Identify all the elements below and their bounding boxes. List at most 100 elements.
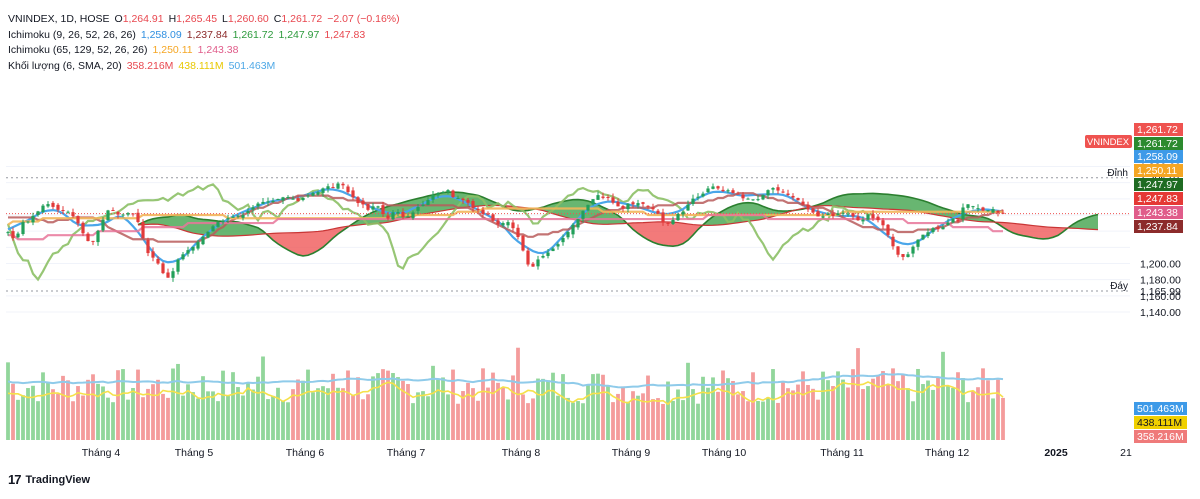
candle-down xyxy=(876,216,880,221)
volume-bar xyxy=(136,369,140,440)
legend-ichimoku-2-row[interactable]: Ichimoku (65, 129, 52, 26, 26) 1,250.11 … xyxy=(8,43,400,59)
candle-up xyxy=(246,210,250,213)
volume-bar xyxy=(676,389,680,440)
candle-down xyxy=(811,208,815,213)
legend-volume-row[interactable]: Khối lượng (6, SMA, 20) 358.216M 438.111… xyxy=(8,59,400,75)
price-tick-label: 1,200.00 xyxy=(1140,259,1181,271)
candle-down xyxy=(731,190,735,194)
volume-bar xyxy=(681,400,685,440)
span-a-line xyxy=(137,191,1099,257)
volume-bar xyxy=(76,386,80,440)
candle-up xyxy=(911,246,915,254)
volume-bar xyxy=(831,386,835,440)
volume-bar xyxy=(691,389,695,440)
volume-bar xyxy=(996,379,1000,440)
volume-bar xyxy=(396,377,400,440)
volume-bar xyxy=(376,373,380,440)
price-tag-symbol: VNINDEX xyxy=(1087,137,1130,148)
time-tick-label: Tháng 11 xyxy=(820,447,864,459)
candle-up xyxy=(931,228,935,233)
volume-bar xyxy=(806,384,810,440)
candle-down xyxy=(886,224,890,235)
candle-down xyxy=(76,216,80,224)
volume-bar xyxy=(421,391,425,440)
candle-down xyxy=(86,233,90,242)
legend-low: 1,260.60 xyxy=(227,13,269,25)
candle-up xyxy=(986,210,990,212)
candle-up xyxy=(756,199,760,201)
candle-up xyxy=(211,226,215,232)
candle-down xyxy=(341,183,345,186)
candle-up xyxy=(561,237,565,243)
candle-down xyxy=(491,214,495,221)
candle-up xyxy=(426,200,430,206)
volume-bar xyxy=(661,403,665,440)
volume-bar xyxy=(606,386,610,440)
candle-down xyxy=(71,212,75,217)
legend-close-label: C xyxy=(273,13,282,25)
volume-bar xyxy=(861,389,865,440)
tradingview-name: TradingView xyxy=(25,473,91,486)
candle-up xyxy=(196,241,200,249)
tradingview-brand[interactable]: 17 TradingView xyxy=(8,472,90,487)
price-tag-bg xyxy=(1134,150,1183,163)
volume-bar xyxy=(916,368,920,440)
candle-up xyxy=(866,214,870,220)
volume-bar xyxy=(811,388,815,440)
candle-down xyxy=(146,239,150,254)
volume-bar xyxy=(36,401,40,440)
legend-volume-ma2: 501.463M xyxy=(228,59,276,72)
time-tick-label: Tháng 5 xyxy=(175,447,214,459)
volume-bar xyxy=(956,372,960,440)
candle-down xyxy=(521,235,525,251)
volume-bars xyxy=(6,347,1005,440)
legend-ichimoku-1-span-a: 1,247.97 xyxy=(278,28,320,41)
candle-up xyxy=(696,196,700,198)
volume-bar xyxy=(41,372,45,440)
candle-up xyxy=(391,212,395,220)
annotation-value: 1,165.99 xyxy=(1140,286,1181,298)
candle-up xyxy=(106,210,110,221)
candle-up xyxy=(706,188,710,193)
candle-down xyxy=(741,194,745,199)
volume-bar xyxy=(521,394,525,440)
volume-bar xyxy=(1001,397,1005,440)
candle-down xyxy=(776,187,780,191)
candle-up xyxy=(371,206,375,210)
volume-bar xyxy=(306,369,310,440)
volume-bar xyxy=(151,384,155,440)
candle-down xyxy=(786,193,790,195)
time-axis: Tháng 4 Tháng 5 Tháng 6 Tháng 7 Tháng 8 Tháng… xyxy=(82,447,1132,459)
candle-up xyxy=(256,203,260,207)
volume-bar xyxy=(731,380,735,440)
candle-down xyxy=(516,227,520,238)
cloud-bullish-segment xyxy=(813,193,998,224)
volume-bar xyxy=(406,384,410,440)
candle-down xyxy=(641,202,645,204)
candle-down xyxy=(646,205,650,207)
candle-up xyxy=(321,188,325,193)
candle-up xyxy=(186,250,190,254)
candle-up xyxy=(16,233,20,238)
volume-bar xyxy=(671,400,675,440)
candle-down xyxy=(896,246,900,255)
candle-up xyxy=(446,190,450,193)
volume-bar xyxy=(801,371,805,440)
candle-down xyxy=(806,204,810,210)
volume-bar xyxy=(726,378,730,440)
cloud-bearish-segment xyxy=(268,223,353,256)
candle-up xyxy=(541,256,545,258)
price-tag-bg xyxy=(1134,137,1183,150)
legend-volume-sma: 438.111M xyxy=(178,59,224,72)
volume-bar xyxy=(441,377,445,440)
candle-up xyxy=(751,199,755,201)
candle-down xyxy=(386,215,390,219)
legend-open: 1,264.91 xyxy=(122,13,164,25)
legend-ichimoku-1-row[interactable]: Ichimoku (9, 26, 52, 26, 26) 1,258.09 1,… xyxy=(8,28,400,44)
candle-down xyxy=(346,186,350,193)
candle-up xyxy=(676,213,680,221)
volume-bar xyxy=(461,391,465,440)
